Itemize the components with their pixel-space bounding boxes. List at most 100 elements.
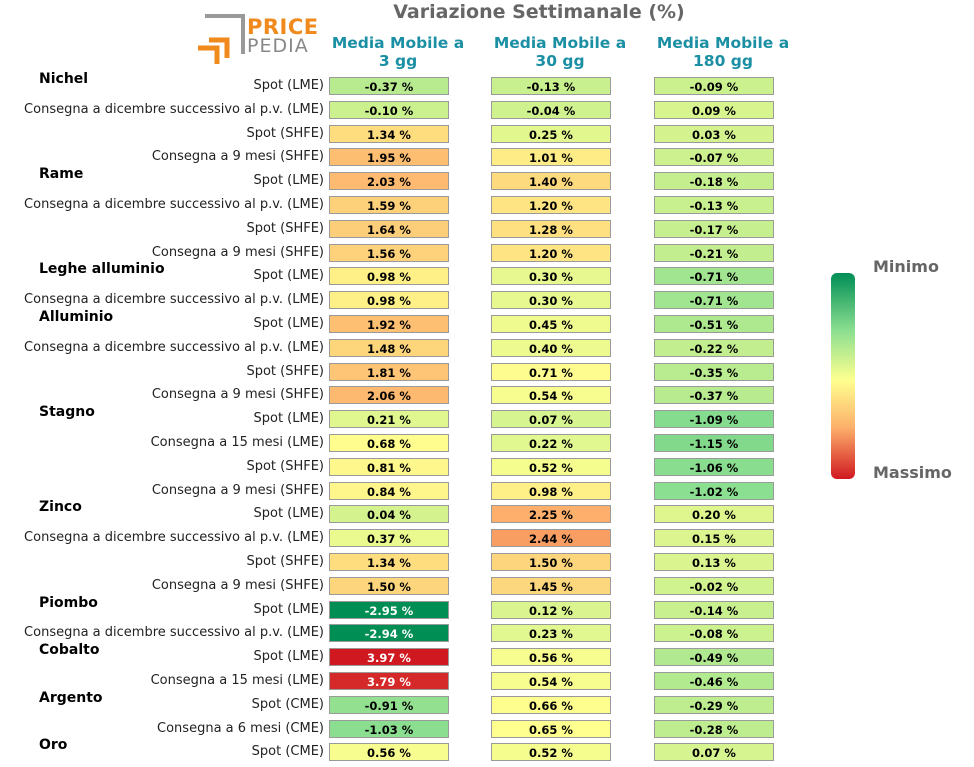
group-label: Stagno [39, 404, 95, 420]
row-label: Consegna a dicembre successivo al p.v. (… [24, 340, 324, 355]
value-cell: 0.37 % [329, 529, 449, 547]
value-cell: 0.23 % [491, 624, 611, 642]
value-cell: 1.50 % [329, 577, 449, 595]
row-label: Consegna a 9 mesi (SHFE) [151, 149, 324, 164]
row-label: Spot (LME) [253, 268, 324, 283]
value-cell: 1.64 % [329, 220, 449, 238]
value-cell: 0.52 % [491, 743, 611, 761]
value-cell: 0.98 % [491, 482, 611, 500]
value-cell: -0.29 % [654, 696, 774, 714]
value-cell: 0.13 % [654, 553, 774, 571]
group-label: Nichel [39, 71, 89, 87]
value-cell: 1.01 % [491, 148, 611, 166]
value-cell: 1.59 % [329, 196, 449, 214]
value-cell: 0.81 % [329, 458, 449, 476]
value-cell: -0.37 % [329, 77, 449, 95]
value-cell: -0.49 % [654, 648, 774, 666]
row-label: Consegna a 15 mesi (LME) [150, 435, 324, 450]
value-cell: 3.97 % [329, 648, 449, 666]
color-scale-legend [831, 273, 855, 479]
group-label: Alluminio [39, 309, 114, 325]
value-cell: 3.79 % [329, 672, 449, 690]
value-cell: 2.25 % [491, 505, 611, 523]
row-label: Spot (SHFE) [246, 459, 324, 474]
row-label: Consegna a dicembre successivo al p.v. (… [24, 530, 324, 545]
group-label: Zinco [39, 499, 82, 515]
row-label: Consegna a dicembre successivo al p.v. (… [24, 197, 324, 212]
column-header-line: 180 gg [693, 52, 753, 70]
chart-title: Variazione Settimanale (%) [393, 1, 685, 23]
value-cell: 0.04 % [329, 505, 449, 523]
value-cell: 0.40 % [491, 339, 611, 357]
value-cell: 1.34 % [329, 553, 449, 571]
value-cell: -0.17 % [654, 220, 774, 238]
column-header-line: Media Mobile a [493, 34, 627, 52]
row-label: Spot (SHFE) [246, 364, 324, 379]
value-cell: -0.13 % [654, 196, 774, 214]
value-cell: 0.03 % [654, 125, 774, 143]
value-cell: -0.46 % [654, 672, 774, 690]
value-cell: -0.02 % [654, 577, 774, 595]
value-cell: -1.03 % [329, 720, 449, 738]
value-cell: -1.09 % [654, 410, 774, 428]
value-cell: 0.68 % [329, 434, 449, 452]
row-label: Spot (SHFE) [246, 126, 324, 141]
value-cell: 0.52 % [491, 458, 611, 476]
row-label: Spot (LME) [253, 649, 324, 664]
value-cell: 0.98 % [329, 267, 449, 285]
value-cell: 0.21 % [329, 410, 449, 428]
group-label: Argento [39, 690, 103, 706]
group-label: Cobalto [39, 642, 100, 658]
row-label: Spot (LME) [253, 173, 324, 188]
value-cell: 1.40 % [491, 172, 611, 190]
value-cell: 1.20 % [491, 196, 611, 214]
row-label: Spot (SHFE) [246, 554, 324, 569]
value-cell: 0.65 % [491, 720, 611, 738]
value-cell: -0.07 % [654, 148, 774, 166]
row-label: Consegna a 9 mesi (SHFE) [151, 245, 324, 260]
value-cell: -0.09 % [654, 77, 774, 95]
row-label: Spot (LME) [253, 602, 324, 617]
value-cell: 0.98 % [329, 291, 449, 309]
row-label: Consegna a 15 mesi (LME) [150, 673, 324, 688]
value-cell: 1.95 % [329, 148, 449, 166]
value-cell: -2.95 % [329, 601, 449, 619]
value-cell: -2.94 % [329, 624, 449, 642]
value-cell: -0.71 % [654, 267, 774, 285]
value-cell: 1.92 % [329, 315, 449, 333]
value-cell: -1.02 % [654, 482, 774, 500]
column-header-line: 30 gg [535, 52, 585, 70]
value-cell: 0.09 % [654, 101, 774, 119]
legend-max-label: Massimo [873, 463, 952, 482]
value-cell: 0.56 % [329, 743, 449, 761]
value-cell: 0.45 % [491, 315, 611, 333]
legend-min-label: Minimo [873, 257, 939, 276]
logo-text-price: PRICE [247, 15, 319, 39]
column-header: Media Mobile a 30 gg [480, 34, 640, 70]
value-cell: -1.15 % [654, 434, 774, 452]
value-cell: 1.56 % [329, 244, 449, 262]
value-cell: -0.51 % [654, 315, 774, 333]
value-cell: 0.07 % [654, 743, 774, 761]
row-label: Spot (CME) [251, 744, 324, 759]
value-cell: 2.03 % [329, 172, 449, 190]
row-label: Consegna a dicembre successivo al p.v. (… [24, 625, 324, 640]
value-cell: 1.48 % [329, 339, 449, 357]
row-label: Spot (LME) [253, 411, 324, 426]
value-cell: 0.84 % [329, 482, 449, 500]
logo-text-pedia: PEDIA [247, 35, 309, 57]
value-cell: -0.71 % [654, 291, 774, 309]
row-label: Consegna a 9 mesi (SHFE) [151, 483, 324, 498]
value-cell: 0.66 % [491, 696, 611, 714]
value-cell: 1.34 % [329, 125, 449, 143]
value-cell: 1.45 % [491, 577, 611, 595]
value-cell: 2.06 % [329, 386, 449, 404]
value-cell: 0.54 % [491, 386, 611, 404]
logo-mark-icon [198, 14, 245, 64]
row-label: Spot (LME) [253, 316, 324, 331]
value-cell: 0.20 % [654, 505, 774, 523]
value-cell: -0.91 % [329, 696, 449, 714]
row-label: Spot (CME) [251, 697, 324, 712]
value-cell: -0.14 % [654, 601, 774, 619]
